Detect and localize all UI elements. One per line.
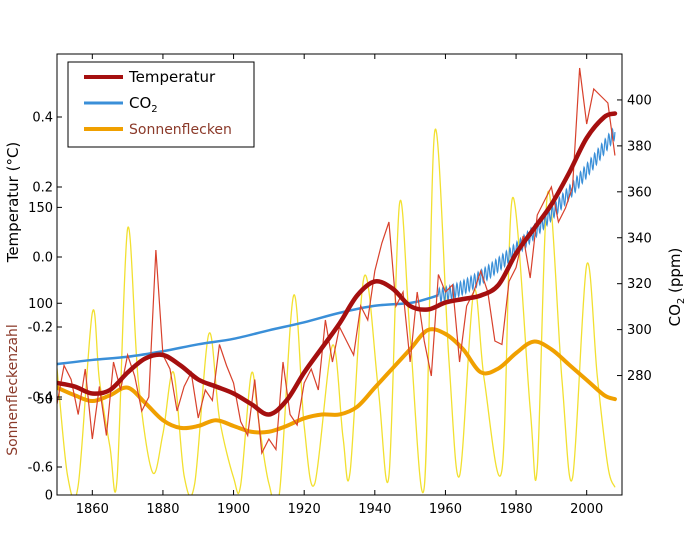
plot-frame — [56, 53, 623, 496]
left-lower-tick-label: 100 — [28, 297, 53, 312]
left-upper-tick-label: 0.0 — [32, 251, 53, 266]
left-lower-tick-label: 50 — [36, 393, 53, 408]
x-tick-label: 1940 — [358, 502, 391, 517]
left-upper-tick-label: 0.4 — [32, 111, 53, 126]
x-tick-label: 2000 — [570, 502, 603, 517]
left-lower-tick-label: 150 — [28, 201, 53, 216]
series-layer — [57, 67, 618, 495]
right-axis-title-main: CO — [666, 304, 684, 326]
right-tick-label: 300 — [627, 323, 652, 338]
legend-label-sonnenflecken: Sonnenflecken — [129, 122, 232, 138]
left-upper-axis-title: Temperatur (°C) — [4, 142, 22, 264]
legend-label-co2: CO2 — [129, 94, 158, 115]
x-tick-label: 1960 — [429, 502, 462, 517]
left-lower-tick-label: 0 — [45, 489, 53, 504]
left-upper-tick-label: 0.2 — [32, 181, 53, 196]
left-upper-tick-label: -0.4 — [28, 391, 53, 406]
series-temperatur-smooth — [57, 111, 618, 417]
right-tick-label: 400 — [627, 93, 652, 108]
x-tick-label: 1900 — [217, 502, 250, 517]
right-axis-title: CO2 (ppm) — [666, 248, 687, 327]
series-sonnenflecken-smooth — [57, 327, 617, 435]
ticks-layer: 1860 1880 1900 1920 1940 1960 1980 2000 0.4 0.2 0.… — [28, 54, 652, 517]
right-tick-label: 360 — [627, 185, 652, 200]
series-co2-seasonal — [437, 127, 616, 304]
x-tick-label: 1860 — [76, 502, 109, 517]
legend-label-co2-main: CO — [129, 94, 151, 112]
series-sonnenflecken-raw — [57, 128, 616, 495]
right-axis-title-sub: 2 — [676, 298, 687, 304]
right-tick-label: 380 — [627, 139, 652, 154]
right-axis-title-tail: (ppm) — [666, 248, 684, 298]
x-tick-label: 1920 — [288, 502, 321, 517]
x-tick-label: 1980 — [500, 502, 533, 517]
right-tick-label: 340 — [627, 231, 652, 246]
legend-label-co2-sub: 2 — [151, 104, 157, 115]
left-lower-axis-title: Sonnenfleckenzahl — [5, 324, 21, 456]
right-tick-label: 320 — [627, 277, 652, 292]
legend: Temperatur CO2 Sonnenflecken — [67, 61, 255, 148]
series-group — [57, 67, 618, 495]
right-tick-label: 280 — [627, 369, 652, 384]
legend-label-temperatur: Temperatur — [128, 68, 216, 86]
x-tick-label: 1880 — [146, 502, 179, 517]
left-upper-tick-label: -0.2 — [28, 321, 53, 336]
left-upper-tick-label: -0.6 — [28, 461, 53, 476]
series-co2-smooth — [57, 293, 439, 366]
